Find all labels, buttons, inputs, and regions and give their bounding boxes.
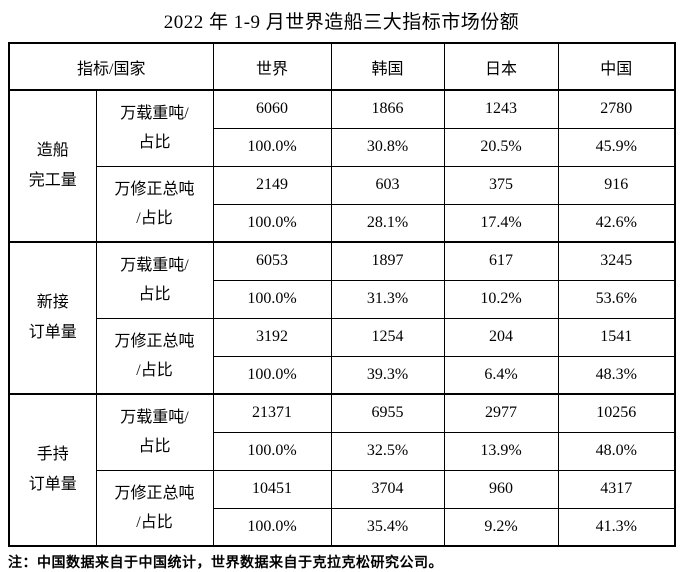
- share-cell: 13.9%: [443, 431, 559, 471]
- share-cell: 48.0%: [557, 431, 676, 471]
- value-cell: 204: [443, 317, 559, 357]
- value-cell: 3192: [212, 317, 332, 357]
- metric-label: 万载重吨/ 占比: [95, 241, 214, 319]
- indicator-group-label: 手持 订单量: [8, 393, 97, 547]
- table-row: 手持 订单量 万载重吨/ 占比 21371 6955 2977 10256: [8, 393, 676, 547]
- value-cell: 1243: [443, 89, 559, 129]
- share-cell: 39.3%: [330, 355, 445, 395]
- share-cell: 17.4%: [443, 203, 559, 243]
- value-cell: 10451: [212, 469, 332, 509]
- value-cell: 21371: [212, 393, 332, 433]
- share-cell: 35.4%: [330, 507, 445, 547]
- value-cell: 3245: [557, 241, 676, 281]
- table-row: 100.0% 35.4% 9.2% 41.3%: [9, 507, 676, 547]
- table-row: 万修正总吨 /占比 10451 3704 960 4317: [9, 469, 676, 547]
- value-cell: 2780: [557, 89, 676, 129]
- table-row: 100.0% 39.3% 6.4% 48.3%: [9, 355, 676, 395]
- value-cell: 2977: [443, 393, 559, 433]
- value-cell: 4317: [557, 469, 676, 509]
- share-cell: 100.0%: [212, 431, 332, 471]
- value-cell: 2149: [212, 165, 332, 205]
- label-line: 造船: [36, 142, 69, 159]
- share-cell: 45.9%: [557, 127, 676, 167]
- table-row: 100.0% 30.8% 20.5% 45.9%: [9, 127, 676, 167]
- label-line: 完工量: [28, 172, 77, 189]
- value-cell: 10256: [557, 393, 676, 433]
- indicator-group-label: 造船 完工量: [8, 89, 97, 243]
- label-line: 占比: [138, 286, 171, 304]
- label-line: 万修正总吨: [114, 484, 195, 502]
- label-line: /占比: [136, 209, 173, 227]
- table-row: 万修正总吨 /占比 2149 603 375 916: [9, 165, 676, 243]
- table-row: 造船 完工量 万载重吨/ 占比 6060 1866 1243 2780: [8, 89, 676, 243]
- table-row: 100.0% 32.5% 13.9% 48.0%: [9, 431, 676, 471]
- label-line: 万载重吨/: [120, 409, 189, 427]
- value-cell: 603: [330, 165, 445, 205]
- footnote: 注：中国数据来自于中国统计，世界数据来自于克拉克松研究公司。: [8, 554, 443, 570]
- value-cell: 6053: [212, 241, 332, 281]
- table-row: 100.0% 31.3% 10.2% 53.6%: [9, 279, 676, 319]
- label-line: /占比: [136, 361, 173, 379]
- table-row: 100.0% 28.1% 17.4% 42.6%: [9, 203, 676, 243]
- label-line: 新接: [36, 294, 69, 311]
- label-line: 万修正总吨: [114, 332, 195, 350]
- col-header-world: 世界: [212, 42, 332, 91]
- market-share-table: 指标/国家 世界 韩国 日本 中国 造船 完工量 万载重吨/ 占比 6060 1…: [8, 42, 677, 547]
- page-title: 2022 年 1-9 月世界造船三大指标市场份额: [163, 12, 520, 33]
- metric-label: 万修正总吨 /占比: [95, 317, 214, 395]
- value-cell: 960: [443, 469, 559, 509]
- value-cell: 1897: [330, 241, 445, 281]
- share-cell: 31.3%: [330, 279, 445, 319]
- share-cell: 100.0%: [212, 355, 332, 395]
- header-row: 指标/国家 世界 韩国 日本 中国: [8, 42, 676, 91]
- share-cell: 100.0%: [212, 279, 332, 319]
- share-cell: 100.0%: [212, 203, 332, 243]
- label-line: 占比: [138, 134, 171, 152]
- share-cell: 28.1%: [330, 203, 445, 243]
- value-cell: 617: [443, 241, 559, 281]
- share-cell: 32.5%: [330, 431, 445, 471]
- label-line: 手持: [36, 446, 69, 463]
- share-cell: 30.8%: [330, 127, 445, 167]
- value-cell: 375: [443, 165, 559, 205]
- share-cell: 6.4%: [443, 355, 559, 395]
- label-line: 订单量: [28, 476, 77, 493]
- table-row: 新接 订单量 万载重吨/ 占比 6053 1897 617 3245: [8, 241, 676, 395]
- share-cell: 20.5%: [443, 127, 559, 167]
- value-cell: 1254: [330, 317, 445, 357]
- share-cell: 100.0%: [212, 127, 332, 167]
- share-cell: 48.3%: [557, 355, 676, 395]
- col-header-china: 中国: [557, 42, 676, 91]
- col-header-korea: 韩国: [330, 42, 445, 91]
- value-cell: 916: [557, 165, 676, 205]
- share-cell: 100.0%: [212, 507, 332, 547]
- metric-label: 万修正总吨 /占比: [95, 469, 214, 547]
- label-line: 万载重吨/: [120, 257, 189, 275]
- share-cell: 9.2%: [443, 507, 559, 547]
- value-cell: 1866: [330, 89, 445, 129]
- share-cell: 41.3%: [557, 507, 676, 547]
- col-header-japan: 日本: [443, 42, 559, 91]
- label-line: 订单量: [28, 324, 77, 341]
- indicator-group-label: 新接 订单量: [8, 241, 97, 395]
- value-cell: 6060: [212, 89, 332, 129]
- metric-label: 万载重吨/ 占比: [95, 393, 214, 471]
- value-cell: 1541: [557, 317, 676, 357]
- value-cell: 3704: [330, 469, 445, 509]
- label-line: 万修正总吨: [114, 180, 195, 198]
- label-line: 万载重吨/: [120, 105, 189, 123]
- metric-label: 万修正总吨 /占比: [95, 165, 214, 243]
- metric-label: 万载重吨/ 占比: [95, 89, 214, 167]
- share-cell: 42.6%: [557, 203, 676, 243]
- corner-header: 指标/国家: [8, 42, 214, 91]
- label-line: /占比: [136, 513, 173, 531]
- share-cell: 10.2%: [443, 279, 559, 319]
- value-cell: 6955: [330, 393, 445, 433]
- label-line: 占比: [138, 438, 171, 456]
- table-row: 万修正总吨 /占比 3192 1254 204 1541: [9, 317, 676, 395]
- share-cell: 53.6%: [557, 279, 676, 319]
